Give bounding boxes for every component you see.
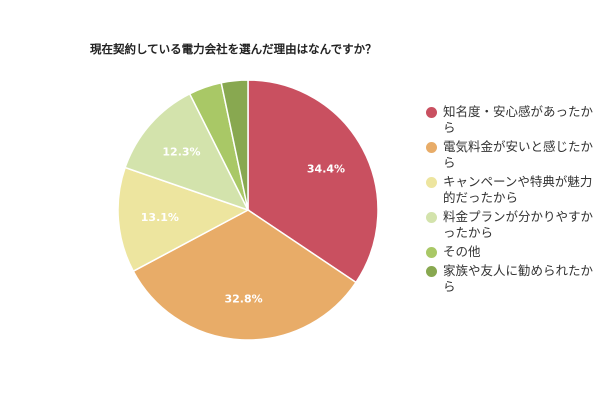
legend-item: 知名度・安心感があったから	[426, 104, 600, 136]
pie-slice	[132, 209, 358, 341]
legend-item: 家族や友人に勧められたから	[426, 263, 600, 295]
pie-slice	[247, 79, 379, 284]
legend-label: キャンペーンや特典が魅力的だったから	[443, 174, 593, 205]
legend-label: 知名度・安心感があったから	[443, 104, 594, 135]
legend-item: キャンペーンや特典が魅力的だったから	[426, 174, 600, 206]
legend-item: その他	[426, 244, 600, 260]
legend-swatch	[426, 107, 437, 118]
legend-swatch	[426, 247, 437, 258]
legend-swatch	[426, 266, 437, 277]
slice-data-label: 34.4%	[307, 162, 345, 175]
legend-item: 電気料金が安いと感じたから	[426, 139, 600, 171]
legend-swatch	[426, 142, 437, 153]
pie-slice	[220, 79, 249, 211]
legend-label: 電気料金が安いと感じたから	[443, 139, 594, 170]
slice-data-label: 32.8%	[224, 292, 262, 305]
chart-title: 現在契約している電力会社を選んだ理由はなんですか？	[90, 42, 377, 56]
legend-swatch	[426, 177, 437, 188]
slice-data-label: 12.3%	[162, 146, 200, 159]
legend-label: その他	[443, 244, 481, 259]
legend: 知名度・安心感があったから 電気料金が安いと感じたから キャンペーンや特典が魅力的だ…	[426, 104, 600, 298]
legend-label: 家族や友人に勧められたから	[443, 263, 594, 294]
pie-slice	[124, 92, 250, 212]
legend-swatch	[426, 212, 437, 223]
legend-label: 料金プランが分かりやすかったから	[443, 209, 594, 240]
slice-data-label: 13.1%	[141, 211, 179, 224]
legend-item: 料金プランが分かりやすかったから	[426, 209, 600, 241]
pie-slice	[117, 166, 250, 273]
